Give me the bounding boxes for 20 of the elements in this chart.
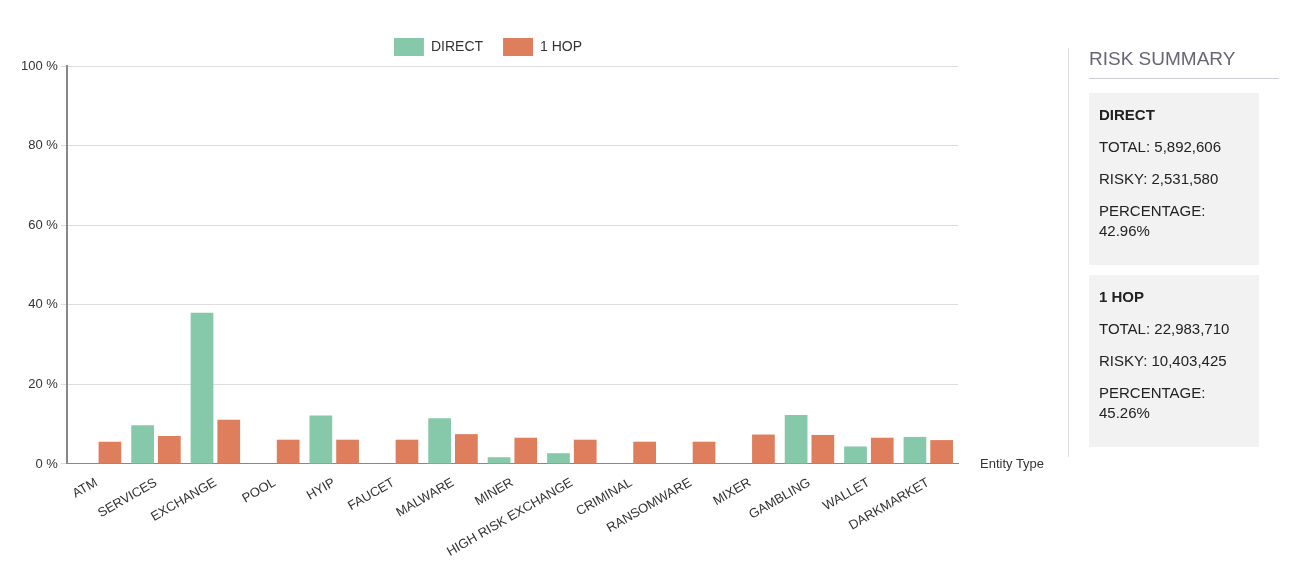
- text: DIRECT: [1099, 105, 1156, 125]
- y-tick-label: 100 %: [20, 57, 59, 73]
- x-tick-label: ATM: [69, 474, 100, 501]
- text: RISK SUMMARY: [1089, 48, 1279, 79]
- text: PERCENTAGE: 45.26%: [1099, 383, 1207, 423]
- text: TOTAL: 5,892,606: [1099, 137, 1223, 157]
- y-tick-label: 80 %: [28, 137, 59, 153]
- legend-label: 1 HOP: [540, 37, 583, 54]
- x-axis-title: Entity Type: [980, 455, 1045, 471]
- y-tick-label: 60 %: [28, 216, 59, 232]
- text: PERCENTAGE: 42.96%: [1099, 201, 1207, 241]
- y-tick-label: 0 %: [35, 455, 59, 471]
- text: TOTAL: 22,983,710: [1099, 319, 1231, 339]
- x-tick-label: HYIP: [303, 474, 338, 503]
- text: 1 HOP: [1099, 287, 1145, 307]
- legend-label: DIRECT: [430, 37, 484, 54]
- y-tick-label: 40 %: [28, 296, 59, 312]
- text: RISKY: 2,531,580: [1099, 169, 1220, 189]
- y-tick-label: 20 %: [28, 375, 59, 391]
- text: RISKY: 10,403,425: [1099, 351, 1228, 371]
